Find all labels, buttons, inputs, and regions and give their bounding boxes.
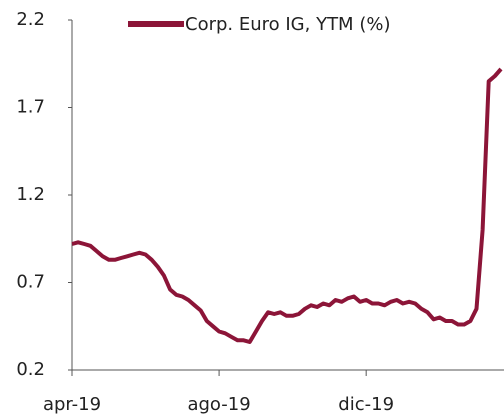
y-tick-label: 2.2 bbox=[16, 9, 45, 30]
series-line bbox=[71, 67, 503, 344]
y-tick-label: 0.7 bbox=[16, 272, 45, 293]
y-tick-label: 1.7 bbox=[16, 97, 45, 118]
y-tick-label: 1.2 bbox=[16, 184, 45, 205]
legend-label: Corp. Euro IG, YTM (%) bbox=[185, 14, 390, 35]
x-tick-label: apr-19 bbox=[43, 394, 101, 415]
x-tick-label: dic-19 bbox=[338, 394, 394, 415]
y-tick-label: 0.2 bbox=[16, 359, 45, 380]
x-tick-label: ago-19 bbox=[187, 394, 250, 415]
